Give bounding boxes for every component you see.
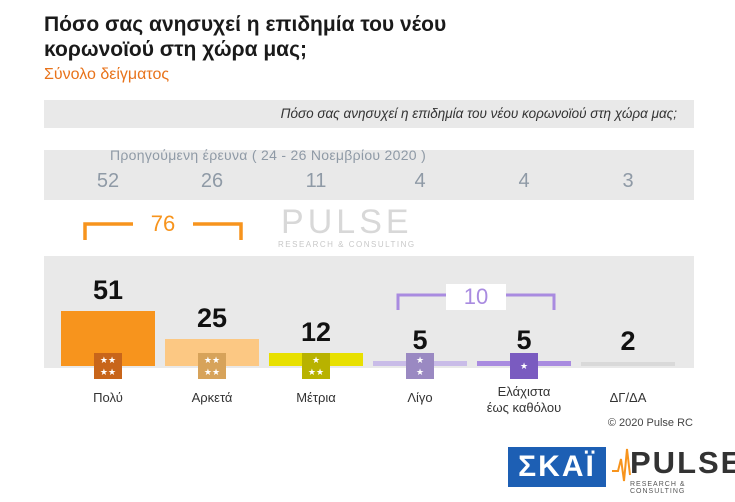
- category-label-line: Ελάχιστα: [497, 384, 551, 399]
- category-label: Λίγο: [365, 390, 475, 406]
- previous-survey-label: Προηγούμενη έρευνα ( 24 - 26 Νοεμβρίου 2…: [110, 147, 427, 163]
- watermark: PULSE RESEARCH & CONSULTING: [278, 204, 416, 249]
- chart-title: Πόσο σας ανησυχεί η επιδημία του νέου κο…: [44, 13, 447, 61]
- previous-value: 4: [414, 170, 426, 192]
- stars-icon: ★★ ★★: [198, 353, 226, 379]
- data-label: 2: [620, 326, 636, 356]
- data-label: 5: [412, 324, 428, 355]
- stars-icon: ★: [510, 353, 538, 379]
- data-label: 12: [300, 317, 332, 348]
- stars-icon: ★ ★: [406, 353, 434, 379]
- header-stripe: [44, 100, 694, 128]
- skai-logo: ΣΚΑΪ: [508, 447, 606, 487]
- category-label: Ελάχιστα έως καθόλου: [469, 384, 579, 416]
- pulse-logo: PULSE RESEARCH & CONSULTING: [612, 445, 735, 495]
- question-text: Πόσο σας ανησυχεί η επιδημία του νέου κο…: [280, 106, 677, 121]
- data-label: 5: [516, 324, 532, 355]
- chart-subtitle: Σύνολο δείγματος: [44, 66, 170, 83]
- previous-value: 52: [96, 170, 120, 192]
- watermark-subtext: RESEARCH & CONSULTING: [278, 240, 416, 249]
- data-label: 25: [196, 303, 228, 334]
- previous-value: 26: [200, 170, 224, 192]
- previous-value: 11: [305, 170, 327, 192]
- category-label: Μέτρια: [261, 390, 371, 406]
- bar: [581, 362, 675, 366]
- previous-stripe: [44, 150, 694, 200]
- category-label: ΔΓ/ΔΑ: [573, 390, 683, 406]
- previous-value: 4: [518, 170, 530, 192]
- category-label-line: Πολύ: [93, 390, 123, 405]
- pulse-logo-text: PULSE: [630, 445, 735, 480]
- category-label: Αρκετά: [157, 390, 267, 406]
- previous-value: 3: [622, 170, 634, 192]
- bracket-right-value: 10: [446, 284, 506, 310]
- category-label-line: Λίγο: [407, 390, 433, 405]
- category-label-line: Αρκετά: [191, 390, 233, 405]
- stars-icon: ★ ★★: [302, 353, 330, 379]
- pulse-logo-subtext: RESEARCH & CONSULTING: [630, 481, 686, 495]
- pulse-logo-wave-icon: [612, 448, 631, 482]
- category-label-line: ΔΓ/ΔΑ: [609, 390, 647, 405]
- category-label-line: Μέτρια: [296, 390, 336, 405]
- bracket-left-value: 76: [133, 211, 193, 237]
- category-label: Πολύ: [53, 390, 163, 406]
- watermark-text: PULSE: [281, 203, 413, 241]
- copyright: © 2020 Pulse RC: [607, 417, 693, 429]
- stars-icon: ★★ ★★: [94, 353, 122, 379]
- category-label-line: έως καθόλου: [486, 400, 562, 415]
- data-label: 51: [92, 275, 124, 305]
